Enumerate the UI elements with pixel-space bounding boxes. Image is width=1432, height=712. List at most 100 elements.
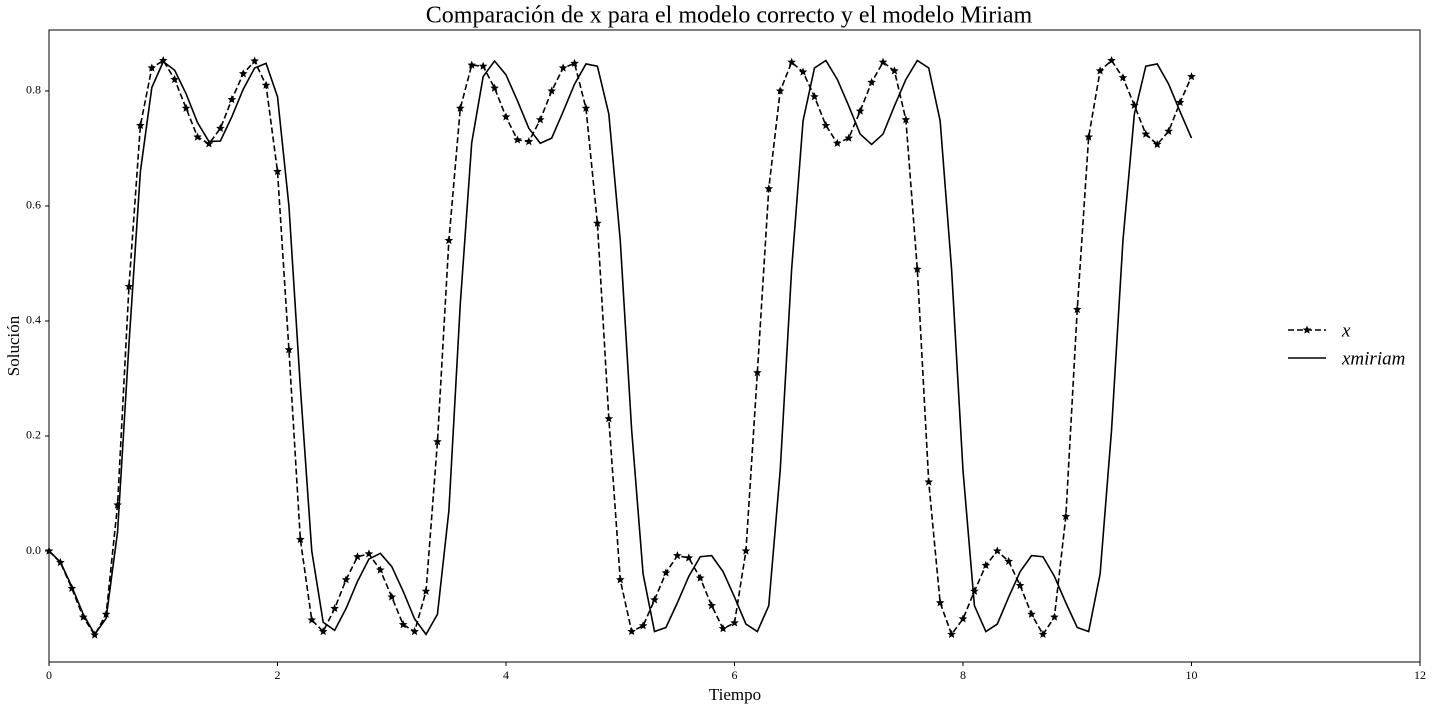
point-marker — [238, 69, 248, 78]
point-marker — [615, 575, 625, 584]
point-marker — [330, 604, 339, 613]
point-marker — [1027, 609, 1036, 618]
point-marker — [901, 115, 911, 124]
point-marker — [718, 624, 728, 633]
point-marker — [227, 95, 237, 104]
point-marker — [284, 345, 294, 354]
point-marker — [650, 595, 659, 604]
point-marker — [993, 546, 1002, 555]
x-tick-label: 12 — [1414, 668, 1426, 682]
x-tick-label: 0 — [46, 668, 52, 682]
point-marker — [536, 115, 545, 124]
y-tick-label: 0.8 — [26, 83, 41, 97]
point-marker — [1084, 132, 1093, 141]
point-marker — [878, 57, 888, 66]
x-tick-label: 2 — [275, 668, 281, 682]
point-marker — [730, 618, 739, 627]
point-marker — [444, 235, 454, 245]
x-tick-label: 8 — [960, 668, 966, 682]
point-marker — [764, 184, 774, 193]
point-marker — [250, 56, 259, 65]
point-marker — [1061, 512, 1071, 521]
y-tick-label: 0.2 — [26, 428, 41, 442]
y-tick-label: 0.0 — [26, 543, 41, 557]
point-marker — [216, 123, 225, 132]
point-marker — [410, 627, 419, 636]
legend-label: xmiriam — [1341, 348, 1405, 369]
point-marker — [570, 58, 579, 67]
point-marker — [970, 586, 979, 595]
point-marker — [513, 135, 522, 144]
point-marker — [753, 368, 762, 377]
point-marker — [501, 112, 511, 121]
point-marker — [627, 627, 636, 636]
point-marker — [307, 615, 317, 624]
point-marker — [1050, 612, 1059, 621]
point-marker — [296, 535, 305, 544]
legend-label: x — [1341, 320, 1351, 341]
point-marker — [661, 568, 671, 577]
point-marker — [456, 103, 465, 112]
point-marker — [787, 57, 796, 66]
point-marker — [707, 601, 716, 610]
point-marker — [673, 551, 682, 560]
point-marker — [204, 139, 214, 148]
point-marker — [364, 549, 374, 558]
point-marker — [1175, 97, 1185, 107]
point-marker — [958, 614, 968, 623]
point-marker — [1141, 129, 1151, 138]
point-marker — [353, 552, 362, 561]
point-marker — [193, 132, 202, 141]
point-marker — [421, 586, 431, 595]
point-marker — [833, 138, 842, 147]
x-axis-label: Tiempo — [709, 685, 761, 704]
point-marker — [913, 264, 922, 273]
point-marker — [341, 575, 351, 584]
point-marker — [581, 103, 591, 112]
point-marker — [273, 166, 282, 176]
point-marker — [1095, 66, 1105, 75]
chart-title: Comparación de x para el modelo correcto… — [426, 3, 1033, 29]
point-marker — [855, 106, 865, 115]
point-marker — [1152, 139, 1162, 149]
point-marker — [890, 66, 899, 75]
point-marker — [981, 560, 991, 570]
point-marker — [695, 573, 705, 582]
plot-frame — [48, 29, 1421, 663]
point-marker — [924, 477, 933, 486]
point-marker — [318, 627, 328, 636]
point-marker — [158, 55, 168, 65]
point-marker — [604, 414, 614, 423]
point-marker — [1015, 581, 1025, 590]
point-marker — [433, 437, 442, 446]
point-marker — [524, 137, 534, 146]
series-line — [48, 59, 1193, 637]
point-marker — [387, 592, 397, 601]
point-marker — [547, 86, 556, 95]
y-tick-label: 0.6 — [26, 198, 41, 212]
point-marker — [638, 621, 648, 630]
point-marker — [741, 546, 751, 555]
point-marker — [478, 61, 488, 70]
point-marker — [775, 86, 785, 95]
point-marker — [490, 83, 499, 92]
point-marker — [147, 63, 157, 72]
point-marker — [261, 80, 271, 89]
x-tick-label: 10 — [1186, 668, 1198, 682]
series-line — [48, 59, 1193, 636]
x-tick-label: 6 — [732, 668, 738, 682]
y-tick-label: 0.4 — [26, 313, 41, 327]
point-marker — [593, 218, 602, 227]
point-marker — [136, 120, 145, 130]
point-marker — [1004, 556, 1013, 565]
point-marker — [1187, 72, 1196, 81]
point-marker — [1107, 55, 1116, 65]
point-marker — [867, 77, 876, 86]
point-marker — [1164, 126, 1173, 135]
point-marker — [1118, 73, 1128, 82]
legend-marker — [1302, 325, 1312, 334]
point-marker — [798, 67, 808, 76]
point-marker — [558, 63, 568, 72]
y-axis-label: Solución — [4, 315, 23, 376]
point-marker — [1072, 304, 1082, 314]
